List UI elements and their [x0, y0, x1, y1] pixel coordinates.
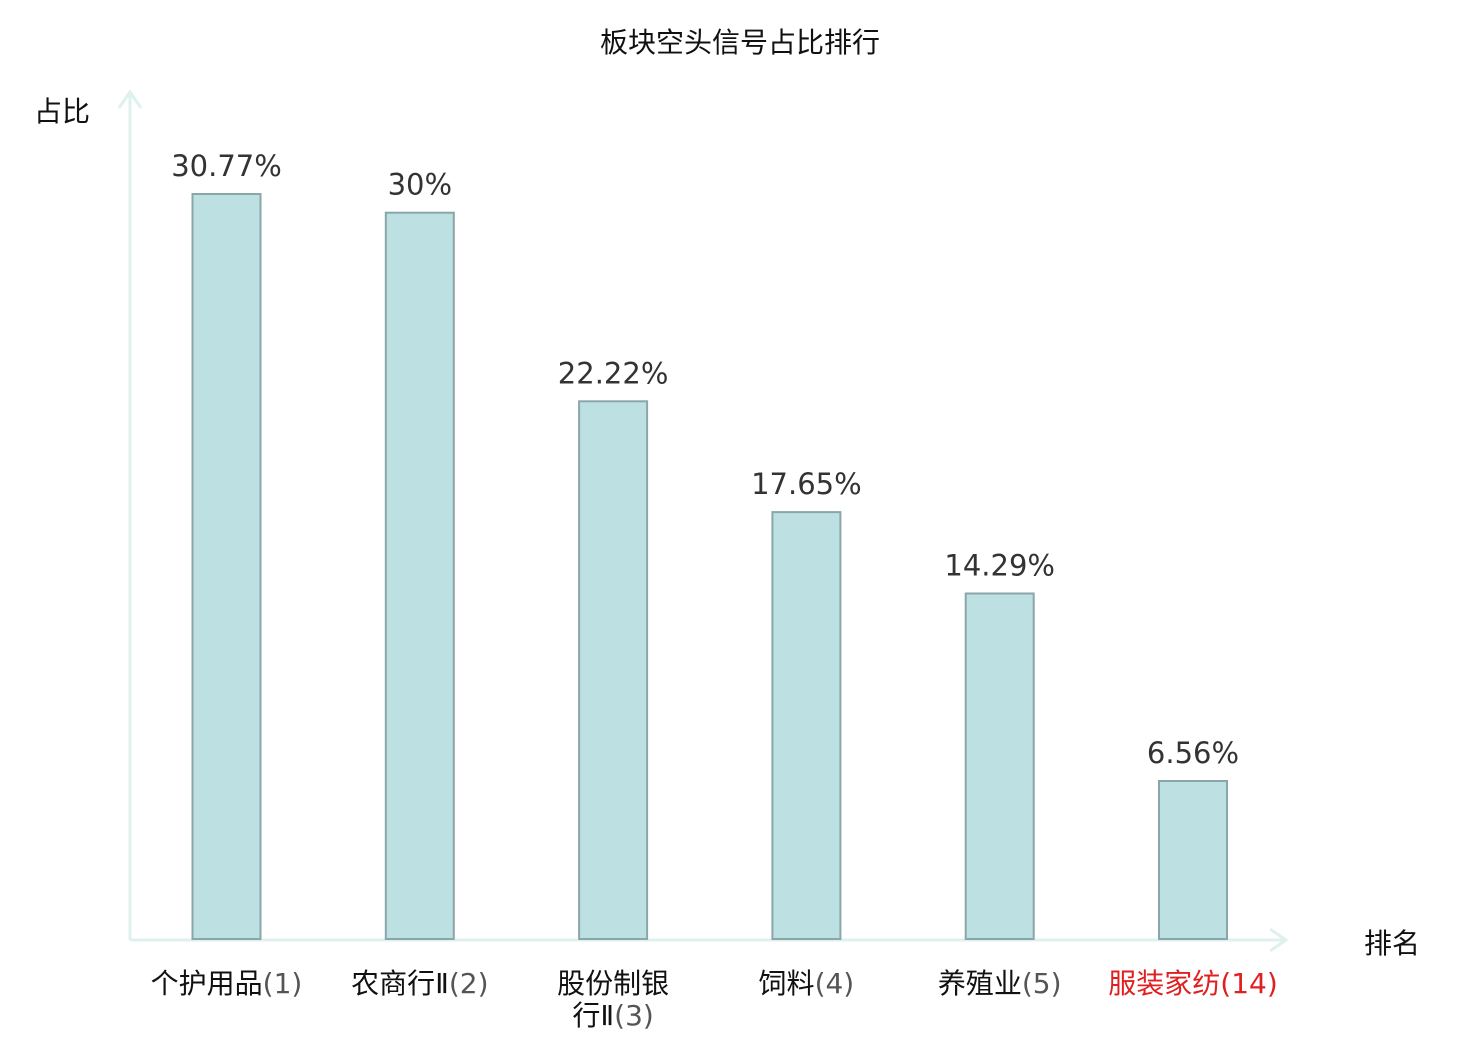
x-tick-label: 股份制银行Ⅱ(3) — [557, 967, 669, 1032]
x-axis-label: 排名 — [1364, 927, 1420, 960]
x-tick-label-name: 行Ⅱ — [572, 999, 614, 1032]
x-tick-label: 个护用品(1) — [151, 967, 303, 1000]
x-tick-label-rank: (5) — [1022, 967, 1062, 1000]
x-tick-label: 农商行Ⅱ(2) — [351, 967, 488, 1000]
bar-value-label: 17.65% — [751, 467, 862, 501]
bar — [384, 211, 455, 940]
chart-title: 板块空头信号占比排行 — [600, 26, 880, 59]
x-tick-label-name: 个护用品 — [151, 967, 263, 1000]
x-tick-label-rank: (3) — [614, 999, 654, 1032]
bar-value-label: 30% — [388, 168, 452, 202]
bar — [578, 400, 649, 940]
y-axis-label: 占比 — [34, 95, 90, 128]
value-labels-group: 30.77% 30% 22.22% 17.65% 14.29% 6.56% — [171, 149, 1239, 770]
bars-group — [191, 193, 1228, 940]
bar-value-label: 30.77% — [171, 149, 282, 183]
x-tick-label-rank: (4) — [815, 967, 855, 1000]
bar — [191, 193, 262, 940]
x-tick-label-rank: (14) — [1220, 967, 1277, 1000]
x-tick-label-name: 饲料 — [759, 967, 815, 1000]
category-labels-group: 个护用品(1) 农商行Ⅱ(2) 股份制银行Ⅱ(3)饲料(4) 养殖业(5) 服装家纺(1… — [151, 967, 1278, 1032]
bar — [771, 511, 842, 940]
x-tick-label-name: 农商行Ⅱ — [351, 967, 449, 1000]
x-tick-label: 饲料(4) — [759, 967, 855, 1000]
bar-value-label: 14.29% — [944, 549, 1055, 583]
bar — [1158, 780, 1228, 940]
y-axis-arrow-icon — [117, 89, 143, 109]
x-tick-label-name: 服装家纺 — [1108, 967, 1220, 1000]
x-tick-label-rank: (2) — [449, 967, 489, 1000]
x-tick-label: 服装家纺(14) — [1108, 967, 1278, 1000]
bar-value-label: 6.56% — [1147, 736, 1239, 770]
axes — [117, 89, 1289, 953]
bar-value-label: 22.22% — [558, 356, 669, 390]
x-tick-label-name: 养殖业 — [938, 967, 1022, 1000]
x-tick-label-rank: (1) — [263, 967, 303, 1000]
x-tick-label-name: 股份制银 — [557, 967, 669, 1000]
x-axis-arrow-icon — [1269, 927, 1289, 953]
bar — [964, 592, 1035, 940]
x-tick-label: 养殖业(5) — [938, 967, 1062, 1000]
